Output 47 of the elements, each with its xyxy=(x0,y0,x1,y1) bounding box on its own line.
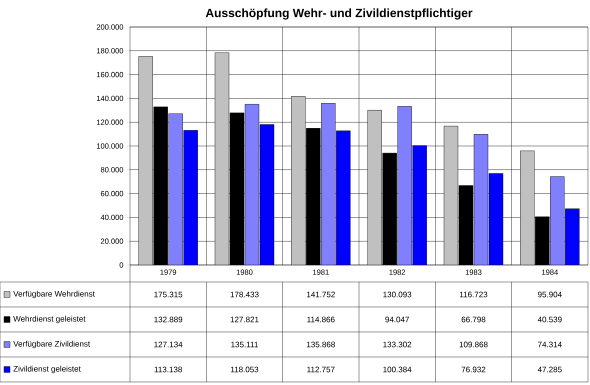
legend-label: Wehrdienst geleistet xyxy=(13,316,86,324)
data-label: 127.821 xyxy=(230,316,259,322)
data-label: 74.314 xyxy=(538,342,562,348)
bar xyxy=(183,130,198,265)
data-label: 112.757 xyxy=(307,366,335,372)
data-label: 113.138 xyxy=(154,366,182,372)
bar xyxy=(168,114,183,265)
data-label: 116.723 xyxy=(460,292,488,298)
legend-label: Verfügbare Wehrdienst xyxy=(13,290,95,298)
bar xyxy=(412,145,427,265)
bar xyxy=(214,52,230,265)
data-label: 47.285 xyxy=(538,366,562,372)
data-label: 175.315 xyxy=(154,292,182,298)
data-label: 135.111 xyxy=(231,342,258,348)
bar xyxy=(474,134,488,265)
data-label: 100.384 xyxy=(383,366,412,372)
data-label: 114.866 xyxy=(307,316,335,322)
bar xyxy=(520,150,535,265)
data-label: 109.868 xyxy=(460,342,488,348)
data-label: 95.904 xyxy=(538,292,562,298)
data-label: 127.134 xyxy=(154,342,182,348)
data-label: 94.047 xyxy=(385,316,409,322)
bar xyxy=(397,106,412,265)
data-label: 178.433 xyxy=(230,292,259,298)
data-label: 76.932 xyxy=(462,366,486,372)
bar xyxy=(488,173,504,265)
bar xyxy=(550,176,565,265)
bar xyxy=(244,104,260,265)
bar xyxy=(138,56,153,265)
legend-label: Verfügbare Zivildienst xyxy=(13,340,90,348)
data-label: 141.752 xyxy=(306,292,335,298)
legend-label: Zivildienst geleistet xyxy=(13,366,81,374)
data-label: 40.539 xyxy=(538,316,562,322)
data-label: 118.053 xyxy=(230,366,258,372)
chart-title: Ausschöpfung Wehr- und Zivildienstpflichtiger xyxy=(206,8,472,20)
data-label: 133.302 xyxy=(383,342,412,348)
data-label: 66.798 xyxy=(462,316,486,322)
bar xyxy=(367,110,382,265)
data-label: 130.093 xyxy=(383,292,412,298)
data-label: 132.889 xyxy=(154,316,182,322)
bar xyxy=(260,124,274,265)
bar xyxy=(321,103,336,265)
bar xyxy=(291,96,306,265)
bar xyxy=(565,208,580,265)
bar xyxy=(336,130,351,265)
data-label: 135.868 xyxy=(306,342,335,348)
bar xyxy=(444,126,458,265)
